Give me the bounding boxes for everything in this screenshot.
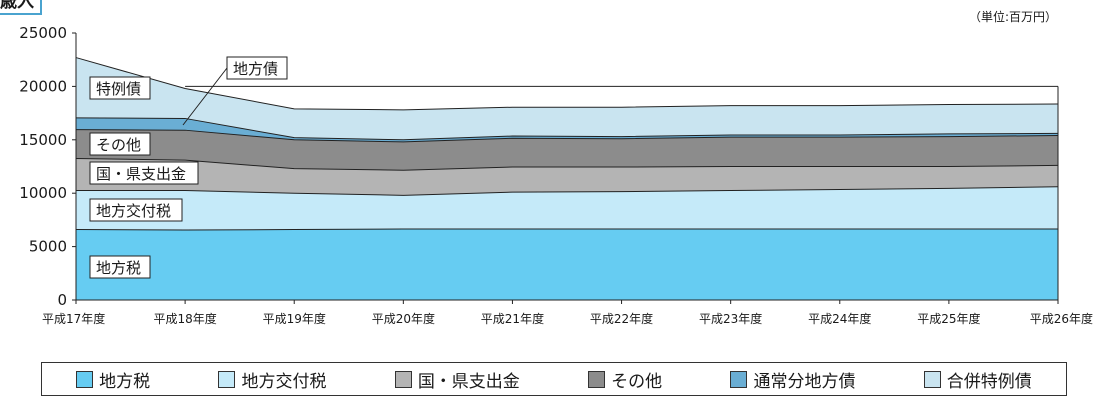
annotation-box [89,132,151,156]
chart-title-fragment: 歳入 [0,0,42,15]
annotation-chihousai: 地方債 [233,60,278,78]
series-area [76,117,1058,142]
legend-swatch [394,370,412,388]
legend-item-regular-bonds: 通常分地方債 [730,367,855,392]
x-tick-label: 平成22年度 [590,311,653,326]
legend-swatch [730,370,748,388]
series-area [76,186,1058,231]
series-area [76,57,1058,140]
series-area [76,129,1058,171]
annotation-tokureisai: 特例債 [96,80,141,98]
legend-item-merger-bonds: 合併特例債 [923,367,1032,392]
series-line [75,117,1059,141]
y-tick-label: 15000 [19,131,67,149]
y-tick-label: 20000 [19,77,67,95]
legend-label: 地方交付税 [241,371,327,392]
legend-label: 国・県支出金 [417,371,520,392]
x-tick-label: 平成23年度 [699,311,762,326]
legend-item-local-allocation-tax: 地方交付税 [218,367,326,392]
x-tick-label: 平成17年度 [42,311,105,326]
x-tick-label: 平成20年度 [372,311,435,326]
legend: 地方税 地方交付税 国・県支出金 その他 通常分地方債 合併特例債 [41,362,1067,396]
legend-item-subsidies: 国・県支出金 [394,367,520,392]
x-tick-label: 平成19年度 [263,311,326,326]
legend-swatch [923,370,941,388]
x-tick-label: 平成26年度 [1030,311,1093,326]
y-tick-label: 10000 [19,184,67,202]
legend-swatch [218,370,236,388]
legend-swatch [76,370,94,388]
legend-label: その他 [611,371,663,392]
unit-label: （単位:百万円） [968,10,1057,24]
annotation-chihouzei: 地方税 [96,259,141,277]
annotation-box [89,255,151,279]
x-tick-label: 平成21年度 [481,311,544,326]
series-line [75,157,1059,171]
x-tick-label: 平成18年度 [153,311,216,326]
x-tick-label: 平成24年度 [808,311,871,326]
legend-item-local-tax: 地方税 [76,367,150,392]
series-line [75,228,1058,231]
annotation-box [89,198,183,222]
series-line [76,186,1059,196]
series-area [76,158,1058,196]
stacked-area-chart: 0 5000 10000 15000 20000 25000 平成17年度 平成18年度 平成1… [19,24,1093,326]
legend-label: 地方税 [99,371,151,392]
y-tick-label: 5000 [29,238,67,256]
series-line [75,57,1059,111]
legend-label: 通常分地方債 [753,371,856,392]
series-area [76,228,1058,300]
y-tick-label: 25000 [19,24,67,42]
y-tick-label: 0 [57,291,67,309]
legend-label: 合併特例債 [946,371,1032,392]
legend-swatch [588,370,606,388]
legend-item-other: その他 [588,367,662,392]
x-tick-label: 平成25年度 [917,311,980,326]
annotation-box [89,161,199,185]
annotation-koufuzei: 地方交付税 [96,202,171,220]
annotation-leader-line [182,67,228,126]
annotation-kokuken: 国・県支出金 [96,165,186,183]
annotation-sonota: その他 [96,136,141,154]
series-line [75,129,1059,143]
annotation-box [89,76,151,100]
